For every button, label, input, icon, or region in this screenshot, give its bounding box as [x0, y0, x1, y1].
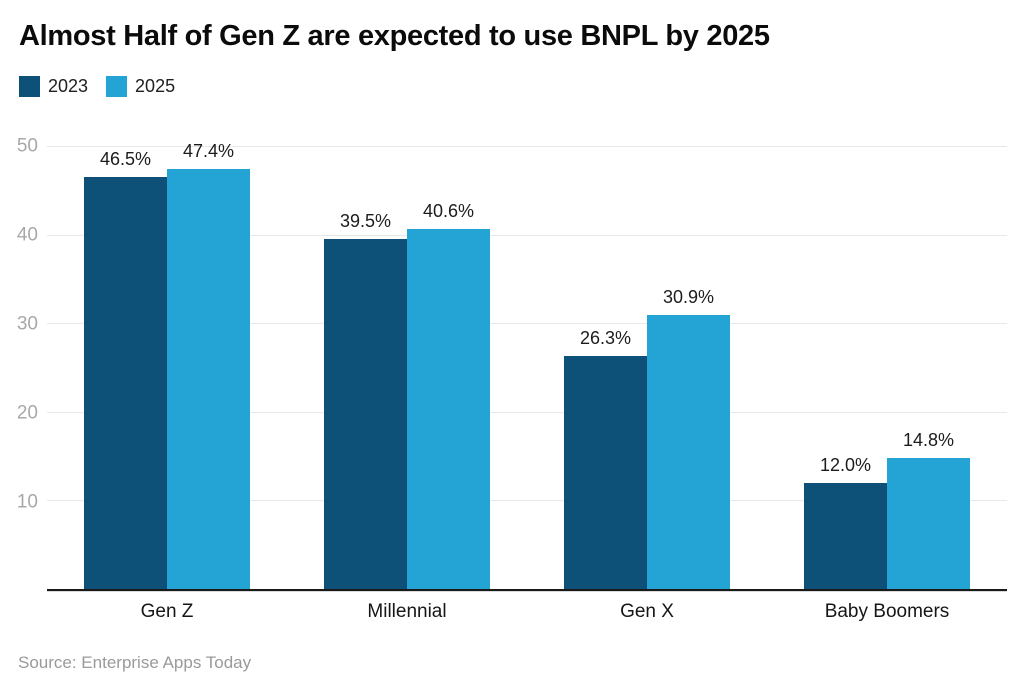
x-axis: Gen Z Millennial Gen X Baby Boomers — [47, 601, 1007, 623]
x-tick-label: Baby Boomers — [824, 601, 950, 622]
bar-2025-gen-z: 47.4% — [167, 141, 250, 589]
bar-2025-gen-x: 30.9% — [647, 287, 730, 589]
bar-value-label: 40.6% — [422, 201, 475, 222]
legend-label: 2025 — [135, 76, 176, 96]
axis-baseline-shadow — [47, 591, 1007, 592]
bar-value-label: 46.5% — [99, 149, 152, 170]
bar-2025-millennial: 40.6% — [407, 201, 490, 589]
y-tick-label: 10 — [16, 491, 38, 513]
y-tick-label: 20 — [16, 402, 38, 424]
legend-swatch-2025 — [106, 76, 128, 97]
gridline — [47, 323, 1007, 325]
bar-2023-baby-boomers: 12.0% — [804, 455, 887, 589]
bar-value-label: 30.9% — [662, 287, 715, 308]
legend-item: 2025 — [106, 76, 175, 97]
bar-group-baby-boomers: 12.0% 14.8% — [767, 146, 1007, 589]
legend: 2023 2025 — [19, 76, 175, 97]
bar-groups: 46.5% 47.4% 39.5% 40.6% 26.3% 30.9% 12.0% 14.8% — [47, 141, 1007, 589]
plot-area: 46.5% 47.4% 39.5% 40.6% 26.3% 30.9% 12.0% 14.8% — [47, 141, 1007, 592]
bar-value-label: 26.3% — [579, 327, 632, 348]
bar-2023-gen-x: 26.3% — [564, 328, 647, 589]
x-tick-label: Millennial — [367, 601, 447, 622]
y-axis: 10 20 30 40 50 — [0, 137, 40, 591]
x-tick-label: Gen Z — [140, 601, 194, 622]
y-tick-label: 40 — [16, 224, 38, 246]
legend-swatch-2023 — [19, 76, 40, 97]
legend-item: 2023 — [19, 76, 88, 97]
bar-value-label: 14.8% — [902, 429, 955, 450]
bar-group-gen-x: 26.3% 30.9% — [527, 146, 767, 589]
bar-2023-gen-z: 46.5% — [84, 149, 167, 589]
bar-group-gen-z: 46.5% 47.4% — [47, 141, 287, 589]
x-tick-label: Gen X — [620, 601, 674, 622]
y-tick-label: 30 — [16, 313, 38, 335]
bar-2023-millennial: 39.5% — [324, 211, 407, 589]
bar-value-label: 47.4% — [182, 141, 235, 162]
bar-value-label: 12.0% — [819, 454, 872, 475]
legend-label: 2023 — [48, 76, 89, 96]
bar-group-millennial: 39.5% 40.6% — [287, 146, 527, 589]
bar-value-label: 39.5% — [339, 211, 392, 232]
gridline — [47, 146, 1007, 147]
y-tick-label: 50 — [16, 135, 38, 157]
source-text: Source: Enterprise Apps Today — [18, 653, 252, 672]
bar-2025-baby-boomers: 14.8% — [887, 430, 970, 589]
chart-title: Almost Half of Gen Z are expected to use… — [19, 20, 770, 52]
gridline — [47, 411, 1007, 413]
gridline — [47, 500, 1007, 502]
gridline — [47, 234, 1007, 236]
